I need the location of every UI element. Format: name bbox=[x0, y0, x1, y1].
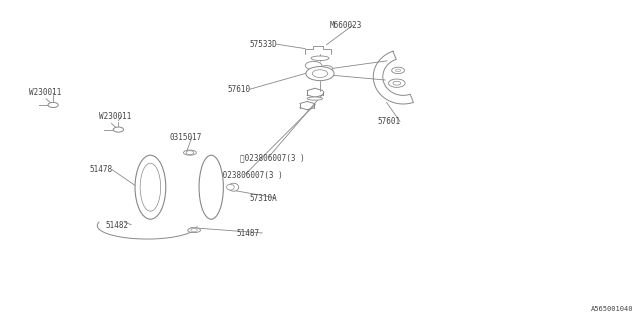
Text: 51482: 51482 bbox=[106, 221, 129, 230]
Ellipse shape bbox=[184, 150, 196, 155]
Circle shape bbox=[191, 228, 197, 232]
Circle shape bbox=[305, 61, 322, 70]
Ellipse shape bbox=[188, 228, 200, 233]
Text: 57310A: 57310A bbox=[250, 194, 277, 203]
Polygon shape bbox=[214, 183, 234, 191]
Circle shape bbox=[113, 127, 124, 132]
Circle shape bbox=[186, 151, 194, 155]
Text: A565001040: A565001040 bbox=[591, 306, 634, 312]
Ellipse shape bbox=[227, 184, 234, 190]
Ellipse shape bbox=[228, 183, 239, 191]
Circle shape bbox=[312, 70, 328, 77]
Circle shape bbox=[48, 102, 58, 108]
Text: Ⓝ023806007(3 ): Ⓝ023806007(3 ) bbox=[240, 153, 305, 162]
Text: 57533D: 57533D bbox=[250, 40, 277, 49]
Polygon shape bbox=[150, 155, 211, 219]
Circle shape bbox=[320, 66, 333, 72]
Text: W230011: W230011 bbox=[29, 88, 61, 97]
Circle shape bbox=[306, 67, 334, 81]
Text: 51478: 51478 bbox=[90, 165, 113, 174]
Circle shape bbox=[396, 69, 401, 72]
Text: Ⓝ023806007(3 ): Ⓝ023806007(3 ) bbox=[218, 170, 282, 179]
Text: 51487: 51487 bbox=[237, 229, 260, 238]
Text: W230011: W230011 bbox=[99, 112, 132, 121]
Circle shape bbox=[393, 81, 401, 85]
Circle shape bbox=[388, 79, 405, 87]
Text: 0315017: 0315017 bbox=[170, 133, 202, 142]
Polygon shape bbox=[373, 51, 413, 104]
Ellipse shape bbox=[311, 56, 329, 60]
Text: 57601: 57601 bbox=[378, 117, 401, 126]
Text: M660023: M660023 bbox=[330, 21, 362, 30]
Text: 57610: 57610 bbox=[227, 85, 250, 94]
Ellipse shape bbox=[307, 97, 323, 100]
Ellipse shape bbox=[199, 155, 223, 219]
Ellipse shape bbox=[135, 155, 166, 219]
Circle shape bbox=[392, 67, 404, 74]
